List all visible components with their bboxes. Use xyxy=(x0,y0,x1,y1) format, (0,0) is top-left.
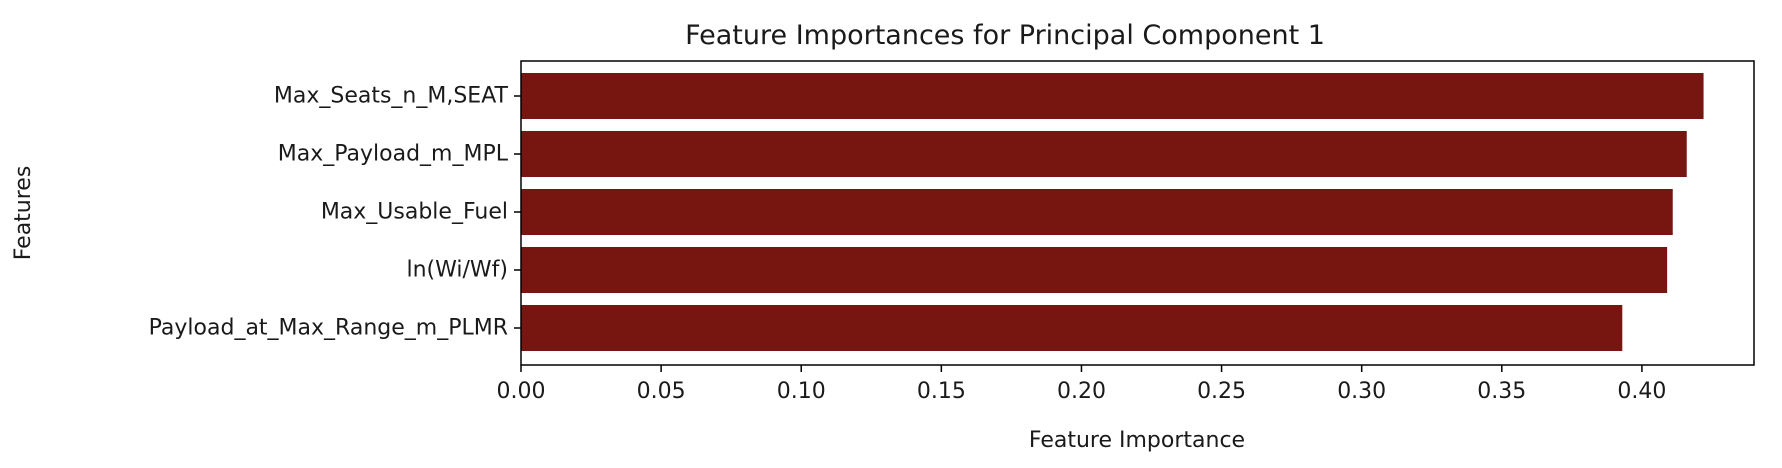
y-tick-label: ln(Wi/Wf) xyxy=(406,258,508,283)
y-tick-label: Payload_at_Max_Range_m_PLMR xyxy=(149,316,508,341)
x-tick-label: 0.40 xyxy=(1617,379,1666,404)
x-tick-label: 0.00 xyxy=(497,379,546,404)
x-tick-label: 0.30 xyxy=(1337,379,1386,404)
x-axis-ticks: 0.00 0.05 0.10 0.15 0.20 0.25 0.30 0.35 0.40 xyxy=(497,365,1666,404)
bar-3 xyxy=(521,189,1673,235)
bar-1 xyxy=(521,73,1704,119)
chart-title: Feature Importances for Principal Compon… xyxy=(685,20,1325,51)
y-tick-label: Max_Usable_Fuel xyxy=(321,200,508,225)
y-axis-label: Features xyxy=(11,166,36,261)
bars-group xyxy=(521,73,1704,351)
x-tick-label: 0.25 xyxy=(1197,379,1246,404)
plot-frame xyxy=(520,60,1755,366)
bar-2 xyxy=(521,131,1687,177)
x-tick-label: 0.15 xyxy=(917,379,966,404)
x-tick-label: 0.10 xyxy=(777,379,826,404)
y-tick-label: Max_Payload_m_MPL xyxy=(278,142,509,167)
x-tick-label: 0.35 xyxy=(1477,379,1526,404)
bar-5 xyxy=(521,305,1623,351)
x-tick-label: 0.05 xyxy=(637,379,686,404)
y-tick-label: Max_Seats_n_M,SEAT xyxy=(274,84,509,109)
y-axis-ticks: Max_Seats_n_M,SEAT Max_Payload_m_MPL Max_U… xyxy=(149,84,521,341)
bar-4 xyxy=(521,247,1668,293)
x-axis-label: Feature Importance xyxy=(1029,428,1245,453)
x-tick-label: 0.20 xyxy=(1057,379,1106,404)
